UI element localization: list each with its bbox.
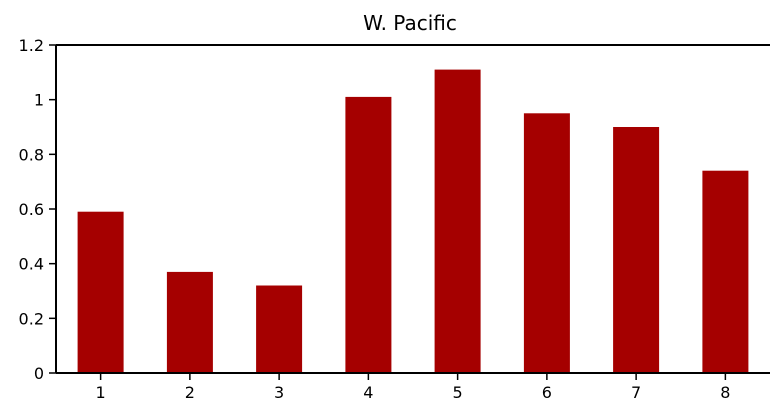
x-tick-label: 1 xyxy=(96,383,106,401)
x-tick-label: 2 xyxy=(185,383,195,401)
chart-title: W. Pacific xyxy=(363,11,457,35)
y-tick-label: 0.4 xyxy=(19,255,44,274)
bar xyxy=(613,127,660,373)
x-tick-label: 3 xyxy=(274,383,284,401)
bar xyxy=(345,96,392,374)
y-tick-label: 0.2 xyxy=(19,309,44,328)
x-tick-label: 7 xyxy=(631,383,641,401)
y-tick-label: 1 xyxy=(34,91,44,110)
y-tick-label: 0 xyxy=(34,364,44,383)
y-tick-label: 0.6 xyxy=(19,200,44,219)
x-tick-label: 6 xyxy=(542,383,552,401)
y-tick-label: 1.2 xyxy=(19,36,44,55)
x-tick-label: 4 xyxy=(363,383,373,401)
bar xyxy=(166,271,213,373)
x-tick-label: 5 xyxy=(453,383,463,401)
bar xyxy=(77,211,124,373)
bar xyxy=(523,113,570,374)
plot-area: 0 0.2 0.4 0.6 0.8 1 1.2 1 2 3 4 5 6 7 8 xyxy=(19,36,770,402)
x-tick-label: 8 xyxy=(720,383,730,401)
bar xyxy=(256,285,303,373)
bar xyxy=(702,170,749,373)
y-tick-label: 0.8 xyxy=(19,145,44,164)
bar xyxy=(434,69,481,373)
